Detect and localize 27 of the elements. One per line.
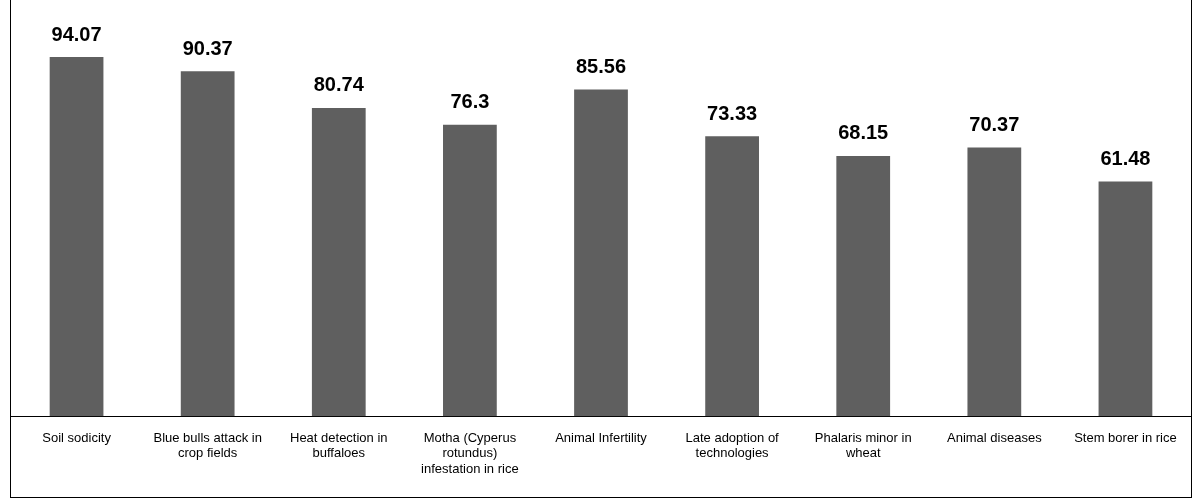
x-tick-label: Heat detection in buffaloes [289,429,388,461]
x-tick-label: Motha (Cyperus rotundus) infestation in rice [421,429,519,476]
x-tick-label: Late adoption of technologies [685,429,780,461]
bar [180,71,235,417]
bar [967,147,1022,417]
bar [574,89,628,417]
x-tick-label: Phalaris minor in wheat [814,429,912,461]
data-label: 76.3 [450,90,490,113]
data-label: 94.07 [51,22,102,45]
data-label: 70.37 [969,113,1020,136]
bar [836,155,891,417]
x-tick-label: Animal diseases [947,429,1043,445]
bar [443,124,497,417]
bar [49,57,104,417]
bar [1098,181,1153,417]
data-label: 68.15 [838,121,889,144]
data-label: 90.37 [182,36,233,59]
bar [705,136,759,417]
x-tick-label: Blue bulls attack in crop fields [153,429,262,461]
x-tick-label: Soil sodicity [42,429,112,445]
data-label: 61.48 [1100,146,1151,169]
data-label: 73.33 [707,101,758,124]
x-tick-label: Stem borer in rice [1074,429,1177,445]
bar [311,107,366,417]
data-label: 80.74 [313,73,365,96]
x-tick-label: Animal Infertility [555,429,648,445]
data-label: 85.56 [575,55,627,78]
